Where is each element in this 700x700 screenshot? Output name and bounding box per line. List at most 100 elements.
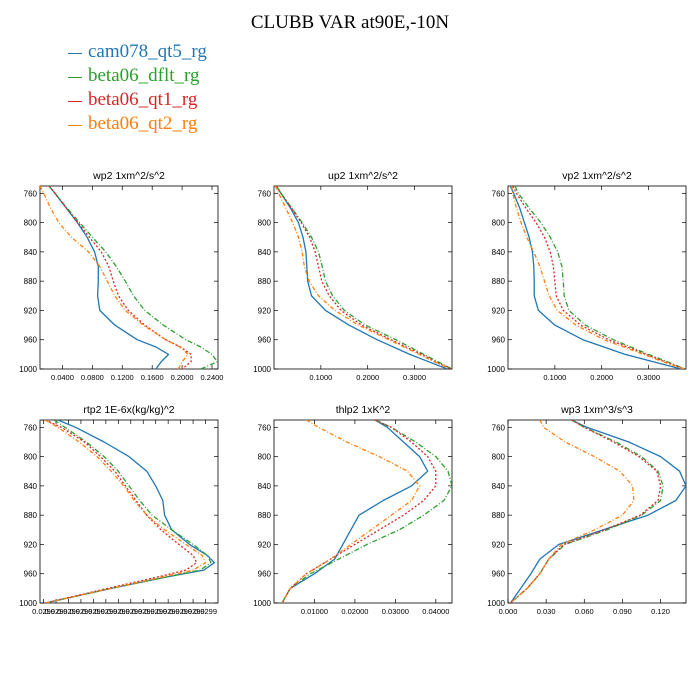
x-tick-label: 0.0299 xyxy=(82,607,105,616)
plot-frame xyxy=(507,419,687,604)
series-line-cam078_qt5_rg xyxy=(509,186,682,369)
y-tick-label: 1000 xyxy=(487,365,505,374)
y-tick-label: 840 xyxy=(492,482,506,491)
x-tick-label: 0.0299 xyxy=(157,607,180,616)
panel-2: up2 1xm^2/s^2 760 800 840 880 920 960 1000 0.100… xyxy=(253,170,453,382)
series-line-beta06_qt1_rg xyxy=(510,420,662,603)
y-tick-label: 840 xyxy=(24,248,38,257)
y-tick-label: 840 xyxy=(492,248,506,257)
series-line-beta06_dflt_rg xyxy=(275,186,452,369)
series-line-beta06_qt1_rg xyxy=(512,186,685,369)
series-group xyxy=(274,186,452,369)
series-line-cam078_qt5_rg xyxy=(275,186,448,369)
y-tick-label: 800 xyxy=(24,453,38,462)
series-line-beta06_qt2_rg xyxy=(510,420,635,603)
panel-1: wp2 1xm^2/s^2 760 800 840 880 920 960 1000 0.040… xyxy=(19,170,223,382)
y-tick-label: 880 xyxy=(258,277,272,286)
y-tick-label: 1000 xyxy=(487,599,505,608)
y-tick-label: 960 xyxy=(258,336,272,345)
series-line-beta06_dflt_rg xyxy=(48,186,218,369)
y-tick-label: 840 xyxy=(24,482,38,491)
y-tick-label: 920 xyxy=(492,540,506,549)
x-tick-label: 0.03000 xyxy=(382,607,409,616)
x-tick-label: 0.2000 xyxy=(590,373,613,382)
y-tick-label: 960 xyxy=(492,336,506,345)
x-tick-label: 0.1000 xyxy=(309,373,332,382)
legend-line-icon xyxy=(68,76,82,78)
legend: cam078_qt5_rg beta06_dflt_rg beta06_qt1_rg… xyxy=(68,40,207,136)
y-tick-label: 1000 xyxy=(253,599,271,608)
panel-title: wp3 1xm^3/s^3 xyxy=(560,404,633,416)
series-line-beta06_qt1_rg xyxy=(275,186,452,369)
series-line-beta06_qt2_rg xyxy=(511,186,684,369)
x-tick-label: 0.0299 xyxy=(57,607,80,616)
y-tick-label: 800 xyxy=(24,219,38,228)
x-tick-label: 0.2000 xyxy=(356,373,379,382)
legend-entry: beta06_dflt_rg xyxy=(68,64,207,88)
series-line-cam078_qt5_rg xyxy=(45,420,216,603)
y-tick-label: 880 xyxy=(492,511,506,520)
series-line-beta06_qt1_rg xyxy=(48,186,192,369)
x-tick-label: 0.1200 xyxy=(111,373,134,382)
series-line-beta06_dflt_rg xyxy=(281,420,452,603)
x-tick-label: 0.060 xyxy=(575,607,594,616)
y-tick-label: 920 xyxy=(24,306,38,315)
x-tick-label: 0.0299 xyxy=(94,607,117,616)
legend-line-icon xyxy=(68,100,82,102)
x-tick-label: 0.0299 xyxy=(69,607,92,616)
panel-title: rtp2 1E-6x(kg/kg)^2 xyxy=(83,404,174,416)
panel-title: up2 1xm^2/s^2 xyxy=(328,170,398,182)
x-tick-label: 0.0299 xyxy=(32,607,55,616)
y-tick-label: 920 xyxy=(258,306,272,315)
y-tick-label: 800 xyxy=(492,453,506,462)
x-tick-label: 0.0299 xyxy=(119,607,142,616)
series-line-beta06_qt2_rg xyxy=(281,420,421,603)
y-tick-label: 1000 xyxy=(19,365,37,374)
x-tick-label: 0.0299 xyxy=(107,607,130,616)
y-tick-label: 760 xyxy=(492,423,506,432)
figure-title: CLUBB VAR at90E,-10N xyxy=(250,12,450,33)
x-tick-label: 0.0299 xyxy=(194,607,217,616)
x-tick-label: 0.2400 xyxy=(201,373,224,382)
plot-frame xyxy=(39,185,219,370)
legend-line-icon xyxy=(68,124,82,126)
panel-6: wp3 1xm^3/s^3 760 800 840 880 920 960 10000.000… xyxy=(487,404,687,616)
plot-frame xyxy=(273,419,453,604)
y-tick-label: 920 xyxy=(258,540,272,549)
series-line-beta06_dflt_rg xyxy=(514,186,686,369)
x-tick-label: 0.01000 xyxy=(301,607,328,616)
legend-label: cam078_qt5_rg xyxy=(88,41,207,62)
y-tick-label: 880 xyxy=(24,511,38,520)
y-tick-label: 760 xyxy=(258,189,272,198)
x-tick-label: 0.090 xyxy=(613,607,632,616)
legend-label: beta06_qt1_rg xyxy=(88,89,198,110)
y-tick-label: 880 xyxy=(492,277,506,286)
panel-4: rtp2 1E-6x(kg/kg)^2 760 800 840 880 920 960 100… xyxy=(19,404,219,616)
y-tick-label: 840 xyxy=(258,248,272,257)
panel-5: thlp2 1xK^2 760 800 840 880 920 960 1000 0.01000… xyxy=(253,404,453,616)
series-line-beta06_qt2_rg xyxy=(274,186,451,369)
y-tick-label: 760 xyxy=(258,423,272,432)
series-group xyxy=(44,420,216,603)
y-tick-label: 760 xyxy=(24,423,38,432)
y-tick-label: 960 xyxy=(24,336,38,345)
x-tick-label: 0.02000 xyxy=(341,607,368,616)
y-tick-label: 1000 xyxy=(253,365,271,374)
legend-entry: beta06_qt2_rg xyxy=(68,112,207,136)
legend-entry: cam078_qt5_rg xyxy=(68,40,207,64)
series-line-cam078_qt5_rg xyxy=(281,420,429,603)
y-tick-label: 760 xyxy=(492,189,506,198)
x-tick-label: 0.0299 xyxy=(144,607,167,616)
x-tick-label: 0.2000 xyxy=(171,373,194,382)
x-tick-label: 0.0400 xyxy=(51,373,74,382)
y-tick-label: 920 xyxy=(492,306,506,315)
series-line-beta06_qt2_rg xyxy=(40,186,189,369)
y-tick-label: 960 xyxy=(24,570,38,579)
series-line-beta06_qt2_rg xyxy=(44,420,207,603)
legend-label: beta06_qt2_rg xyxy=(88,113,198,134)
x-tick-label: 0.0299 xyxy=(169,607,192,616)
panel-title: wp2 1xm^2/s^2 xyxy=(92,170,165,182)
panel-3: vp2 1xm^2/s^2 760 800 840 880 920 960 1000 0.100… xyxy=(487,170,687,382)
series-group xyxy=(509,420,686,603)
